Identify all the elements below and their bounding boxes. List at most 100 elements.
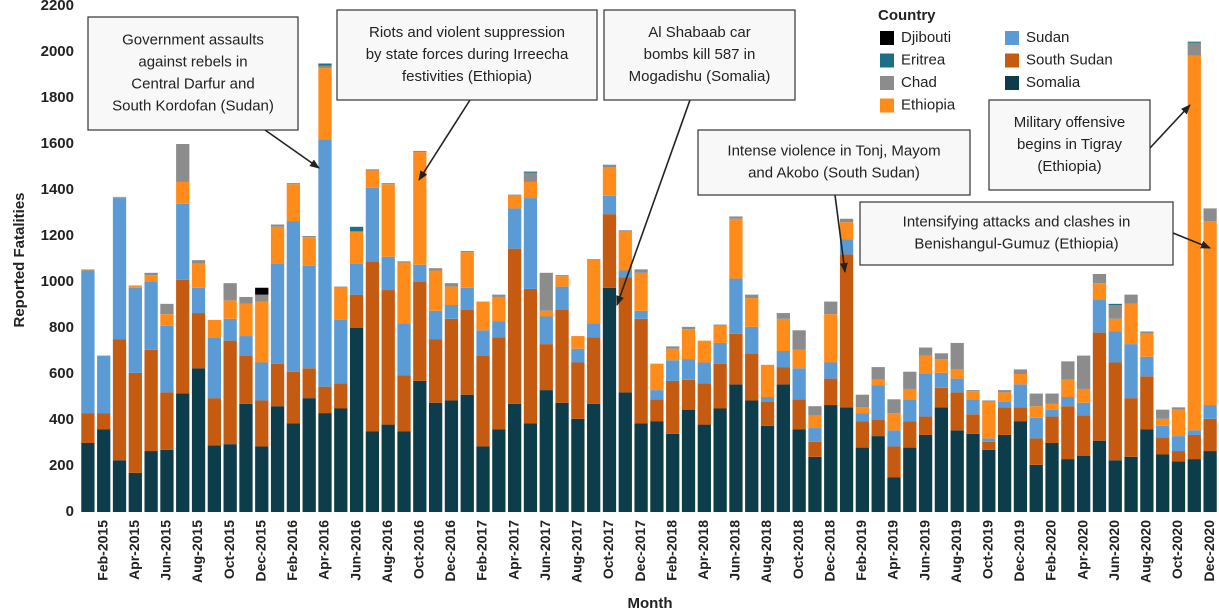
bar-segment <box>318 413 332 512</box>
x-tick-label: Aug-2019 <box>948 520 964 583</box>
bar-segment <box>1156 418 1170 426</box>
bar-segment <box>602 167 617 196</box>
bar-segment <box>792 330 806 350</box>
x-tick-label: Oct-2015 <box>221 520 237 579</box>
bar-segment <box>1156 454 1170 512</box>
bar-segment <box>650 390 664 400</box>
bar-segment <box>713 363 727 409</box>
bar-segment <box>413 152 427 265</box>
bar-segment <box>1140 356 1154 377</box>
bar-segment <box>871 385 885 420</box>
legend-title: Country <box>878 7 936 24</box>
bar-segment <box>1187 41 1201 43</box>
bar-segment <box>1029 393 1043 407</box>
bar-segment <box>808 428 822 442</box>
annotation-box <box>697 129 971 196</box>
bar-segment <box>302 398 316 512</box>
bar-segment <box>302 368 316 399</box>
bar-segment <box>966 433 980 512</box>
bar-segment <box>381 183 395 185</box>
bar-segment <box>808 441 822 457</box>
bar-segment <box>650 363 664 391</box>
annotation-text: South Kordofan (Sudan) <box>112 97 274 114</box>
bar-segment <box>681 329 696 360</box>
bar-segment <box>270 406 285 512</box>
bar-segment <box>302 237 316 266</box>
legend-swatch <box>1005 31 1019 45</box>
bar-segment <box>792 368 806 400</box>
bar-segment <box>1029 406 1043 418</box>
bar-segment <box>397 431 411 512</box>
legend-label: Djibouti <box>901 29 951 46</box>
bar-segment <box>555 276 569 287</box>
annotation-text: festivities (Ethiopia) <box>402 68 532 85</box>
bar-segment <box>1187 55 1201 431</box>
annotation-box <box>859 201 1174 266</box>
bar-segment <box>318 139 332 387</box>
bar-segment <box>397 323 411 376</box>
bar-segment <box>1140 331 1154 334</box>
bar-segment <box>207 445 221 512</box>
bar-segment <box>81 269 95 271</box>
bar-segment <box>824 362 838 379</box>
bar-segment <box>508 403 522 512</box>
bar-segment <box>792 429 806 512</box>
bar-segment <box>270 363 285 407</box>
bar-segment <box>666 346 680 349</box>
bar-segment <box>966 391 980 400</box>
bar-segment <box>760 401 775 426</box>
bar-segment <box>207 319 221 338</box>
bar-segment <box>839 222 854 240</box>
bar-segment <box>97 429 111 512</box>
bar-segment <box>1108 305 1122 319</box>
annotation-arrow <box>1149 104 1191 149</box>
bar-segment <box>1124 303 1138 345</box>
bar-segment <box>1045 393 1059 404</box>
bar-segment <box>729 278 743 334</box>
bar-segment <box>1013 407 1028 422</box>
bar-segment <box>982 438 996 442</box>
bar-segment <box>144 349 158 452</box>
bar-segment <box>508 194 522 196</box>
bar-segment <box>1140 333 1154 357</box>
bar-segment <box>160 392 174 450</box>
annotation-text: Intensifying attacks and clashes in <box>903 213 1131 230</box>
bar-segment <box>918 434 933 512</box>
bar-segment <box>1140 429 1154 512</box>
bar-segment <box>523 198 538 289</box>
y-tick-label: 1000 <box>41 273 74 290</box>
bar-segment <box>365 187 380 262</box>
bar-segment <box>776 367 790 385</box>
bar-segment <box>1061 379 1075 397</box>
bar-segment <box>191 368 206 512</box>
annotation-text: Al Shabaab car <box>648 24 751 41</box>
y-tick-label: 800 <box>49 319 74 336</box>
bar-segment <box>191 313 206 369</box>
x-tick-label: Aug-2016 <box>379 520 395 583</box>
bar-segment <box>1092 283 1107 300</box>
x-tick-label: Apr-2016 <box>316 520 332 580</box>
annotation-text: Military offensive <box>1014 114 1125 131</box>
bar-segment <box>587 337 601 404</box>
bar-segment <box>776 351 790 368</box>
bar-segment <box>1092 273 1107 284</box>
bar-segment <box>808 406 822 416</box>
bar-segment <box>223 283 237 301</box>
bar-segment <box>492 294 506 297</box>
bar-segment <box>365 170 380 188</box>
bar-segment <box>523 423 538 512</box>
bar-segment <box>508 195 522 209</box>
bar-segment <box>760 364 775 397</box>
bar-segment <box>144 451 158 512</box>
x-tick-label: Aug-2015 <box>189 520 205 583</box>
bar-segment <box>1092 332 1107 441</box>
x-tick-label: Apr-2018 <box>695 520 711 580</box>
bar-segment <box>460 394 474 512</box>
bar-segment <box>997 434 1012 512</box>
bar-segment <box>1108 318 1122 332</box>
legend-label: Chad <box>901 74 937 91</box>
x-tick-label: Apr-2015 <box>126 520 142 580</box>
x-tick-label: Dec-2018 <box>821 520 837 582</box>
bar-segment <box>81 270 95 414</box>
bar-segment <box>1045 409 1059 417</box>
